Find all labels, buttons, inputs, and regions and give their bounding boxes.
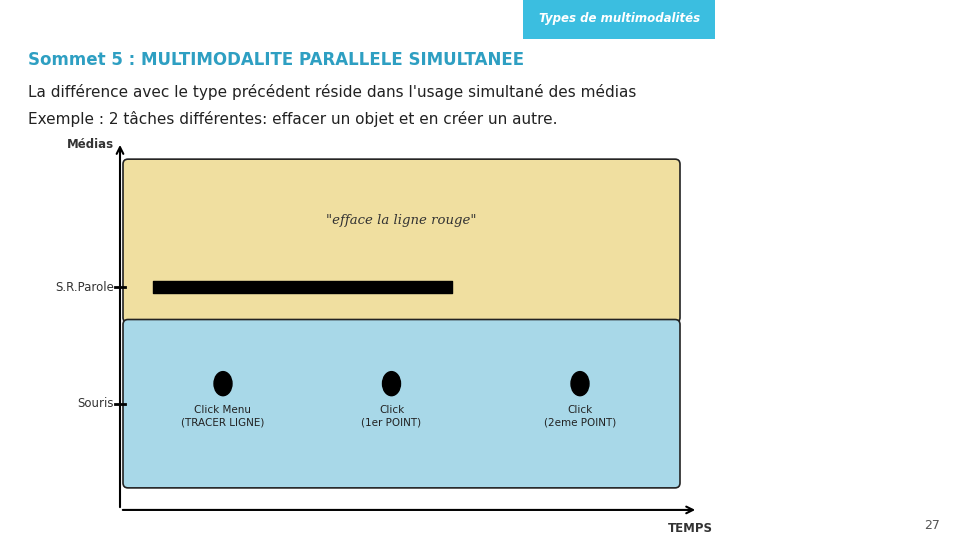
Ellipse shape (571, 372, 589, 396)
Ellipse shape (382, 372, 400, 396)
Bar (523, 0, 715, 39)
Text: S.R.Parole: S.R.Parole (55, 281, 114, 294)
Ellipse shape (214, 372, 232, 396)
Text: Médias: Médias (67, 138, 114, 151)
Text: Systèmes multimodaux: Systèmes multimodaux (348, 12, 488, 25)
Text: Conclusion: Conclusion (817, 12, 882, 25)
Text: Click
(2eme POINT): Click (2eme POINT) (544, 404, 616, 427)
Text: Click Menu
(TRACER LIGNE): Click Menu (TRACER LIGNE) (181, 404, 265, 427)
Text: La différence avec le type précédent réside dans l'usage simultané des médias: La différence avec le type précédent rés… (28, 84, 636, 100)
Text: Introduction: Introduction (41, 12, 112, 25)
Text: Concepts: Concepts (203, 12, 258, 25)
Text: Types de multimodalités: Types de multimodalités (539, 12, 700, 25)
Text: TEMPS: TEMPS (667, 522, 712, 535)
Text: 27: 27 (924, 519, 940, 532)
FancyBboxPatch shape (123, 159, 680, 322)
Text: "efface la ligne rouge": "efface la ligne rouge" (326, 214, 477, 227)
Text: Sommet 5 : MULTIMODALITE PARALLELE SIMULTANEE: Sommet 5 : MULTIMODALITE PARALLELE SIMUL… (28, 51, 524, 69)
Text: Click
(1er POINT): Click (1er POINT) (361, 404, 421, 427)
Text: Souris: Souris (78, 397, 114, 410)
FancyBboxPatch shape (123, 320, 680, 488)
Text: Exemple : 2 tâches différentes: effacer un objet et en créer un autre.: Exemple : 2 tâches différentes: effacer … (28, 111, 558, 127)
